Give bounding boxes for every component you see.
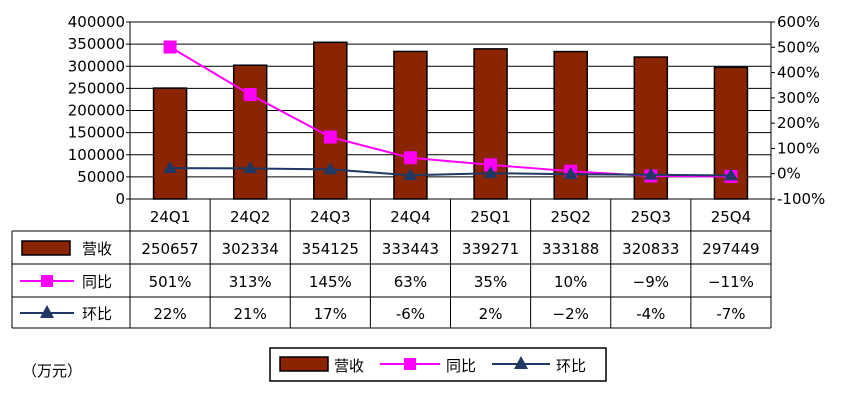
table-value: -7% [716, 305, 745, 323]
legend-yoy-marker [404, 358, 416, 370]
table-value: 35% [474, 273, 507, 291]
qoq-marker [163, 161, 178, 174]
table-value: 22% [153, 305, 186, 323]
qoq-marker [483, 166, 498, 179]
table-value: 145% [309, 273, 352, 291]
left-tick-label: 200000 [68, 102, 125, 120]
revenue-bar [232, 64, 268, 200]
table-value: 297449 [702, 240, 759, 258]
row-series-name: 营收 [82, 240, 112, 258]
table-value: -4% [636, 305, 665, 323]
legend-qoq-marker [514, 356, 528, 369]
left-tick-label: 50000 [77, 168, 125, 186]
axes: 400000 350000 300000 250000 200000 150000 1000… [68, 13, 826, 208]
right-tick-label: 200% [777, 114, 820, 132]
revenue-bar [313, 41, 348, 200]
category-label: 25Q3 [631, 208, 671, 226]
legend-revenue-swatch [279, 356, 329, 372]
yoy-key-marker [41, 275, 53, 287]
right-tick-label: 500% [777, 38, 820, 56]
table-value: 63% [394, 273, 427, 291]
qoq-key-marker [40, 305, 54, 318]
category-label: 25Q2 [550, 208, 590, 226]
left-tick-label: 100000 [68, 146, 125, 164]
yoy-marker [323, 130, 337, 144]
category-label: 24Q3 [310, 208, 350, 226]
right-tick-label: 600% [777, 13, 820, 31]
table-value: 339271 [462, 240, 519, 258]
table-value: 501% [149, 273, 192, 291]
table-value: 333188 [542, 240, 599, 258]
right-tick-label: 300% [777, 89, 820, 107]
right-tick-label: 100% [777, 139, 820, 157]
table-value: 313% [229, 273, 272, 291]
series-line [170, 167, 731, 177]
qoq-marker [323, 162, 338, 175]
table-value: 333443 [382, 240, 439, 258]
left-tick-label: 0 [115, 190, 125, 208]
left-tick-label: 150000 [68, 124, 125, 142]
table-value: −11% [708, 273, 754, 291]
legend-revenue-label: 营收 [334, 357, 364, 375]
qoq-marker [243, 161, 258, 174]
table-value: 21% [234, 305, 267, 323]
left-tick-label: 350000 [68, 35, 125, 53]
table-value: 302334 [222, 240, 279, 258]
qoq-marker [643, 167, 658, 180]
category-label: 24Q2 [230, 208, 270, 226]
qoq-marker [563, 167, 578, 180]
table-value: −9% [633, 273, 669, 291]
unit-label: （万元） [22, 362, 83, 380]
yoy-marker [243, 88, 257, 102]
qoq-marker [723, 168, 738, 181]
category-label: 25Q1 [470, 208, 510, 226]
table-value: -6% [396, 305, 425, 323]
revenue-key-swatch [21, 240, 71, 256]
row-series-name: 环比 [82, 305, 112, 323]
table-value: 17% [314, 305, 347, 323]
legend-qoq-label: 环比 [556, 357, 586, 375]
category-label: 25Q4 [711, 208, 751, 226]
right-tick-label: 400% [777, 64, 820, 82]
table-value: 250657 [141, 240, 198, 258]
revenue-bar [152, 87, 188, 200]
ratio-lines [163, 40, 738, 183]
yoy-marker [163, 40, 177, 54]
right-tick-label: 0% [777, 165, 801, 183]
row-series-name: 同比 [82, 273, 112, 291]
right-tick-label: -100% [777, 190, 825, 208]
category-label: 24Q4 [390, 208, 430, 226]
table-value: 320833 [622, 240, 679, 258]
table-value: 10% [554, 273, 587, 291]
left-tick-label: 400000 [68, 13, 125, 31]
left-tick-label: 250000 [68, 79, 125, 97]
category-label: 24Q1 [150, 208, 190, 226]
table-value: −2% [553, 305, 589, 323]
data-table: 24Q1 24Q2 24Q3 24Q4 25Q1 25Q2 25Q3 25Q4 营收 250657… [11, 198, 772, 329]
table-value: 2% [479, 305, 503, 323]
left-tick-label: 300000 [68, 57, 125, 75]
qoq-marker [403, 168, 418, 181]
table-value: 354125 [302, 240, 359, 258]
legend: 营收 同比 环比 [269, 347, 607, 382]
legend-yoy-label: 同比 [446, 357, 476, 375]
yoy-marker [403, 151, 417, 165]
gridlines [130, 21, 771, 178]
